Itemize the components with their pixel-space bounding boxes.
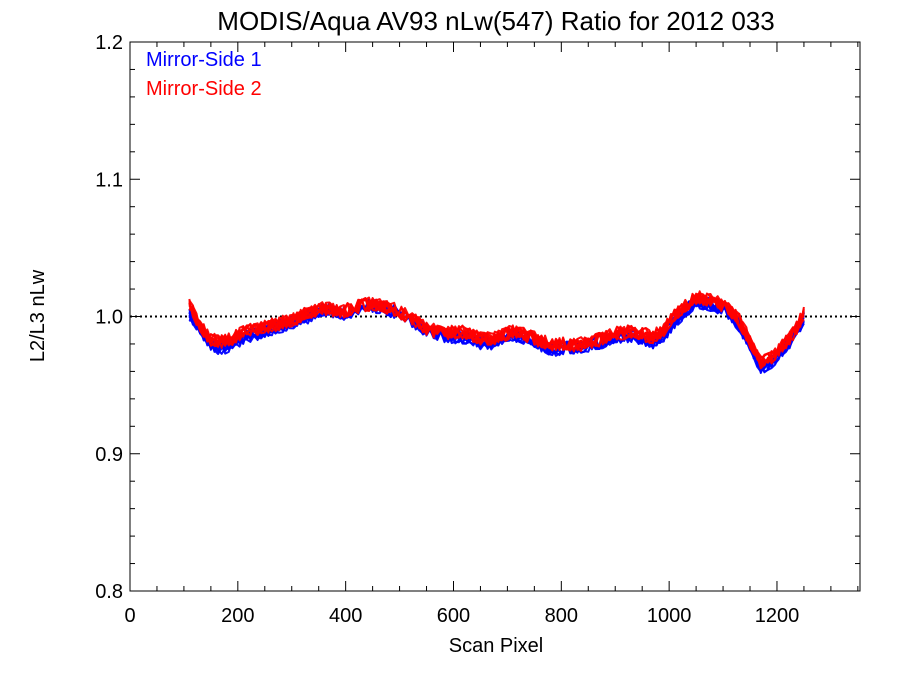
y-tick-label: 0.9 xyxy=(95,444,123,466)
y-tick-labels: 0.8 0.9 1.0 1.1 1.2 xyxy=(95,32,123,603)
x-tick-label: 200 xyxy=(221,605,254,627)
x-tick-label: 1000 xyxy=(647,605,692,627)
y-tick-label: 0.8 xyxy=(95,581,123,603)
y-axis-label: L2/L3 nLw xyxy=(27,269,49,362)
x-tick-label: 800 xyxy=(545,605,578,627)
x-tick-label: 1200 xyxy=(755,605,800,627)
x-tick-labels: 0 200 400 600 800 1000 1200 xyxy=(124,605,799,627)
legend-item-mirror-side-2: Mirror-Side 2 xyxy=(146,78,262,100)
axis-ticks xyxy=(129,41,860,592)
legend-item-mirror-side-1: Mirror-Side 1 xyxy=(146,49,262,71)
y-tick-label: 1.1 xyxy=(95,169,123,191)
y-tick-label: 1.2 xyxy=(95,32,123,54)
plot-area xyxy=(130,290,860,374)
y-tick-label: 1.0 xyxy=(95,307,123,329)
chart-title: MODIS/Aqua AV93 nLw(547) Ratio for 2012 … xyxy=(217,6,774,36)
x-axis-label: Scan Pixel xyxy=(449,635,544,657)
mirror-side-2-scan-line xyxy=(189,290,805,367)
x-tick-label: 600 xyxy=(437,605,470,627)
x-tick-label: 0 xyxy=(124,605,135,627)
x-tick-label: 400 xyxy=(329,605,362,627)
